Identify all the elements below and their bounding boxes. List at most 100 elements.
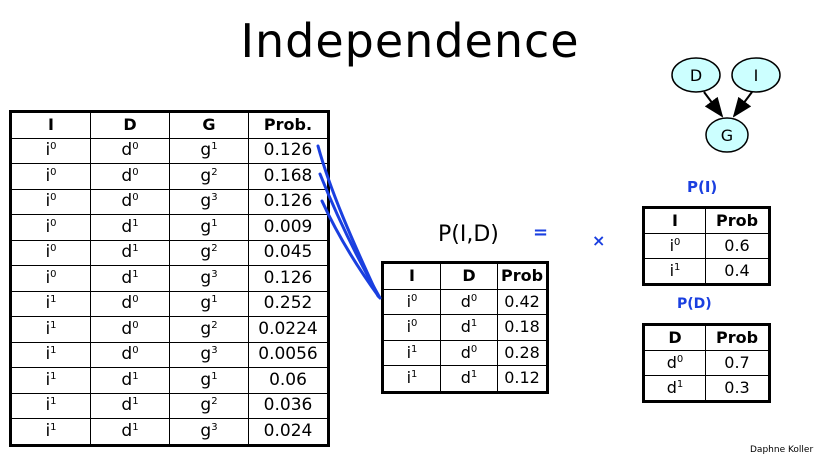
table-row: i0 d1 g1 0.009 <box>10 214 329 241</box>
cell-g: g3 <box>169 341 249 368</box>
cell-i-superscript: 1 <box>50 370 57 382</box>
cell-g-text: g <box>200 344 212 365</box>
cell-prob-text: 0.0224 <box>258 318 318 339</box>
cell-i-superscript: 1 <box>411 343 418 355</box>
header-d: D <box>440 262 498 290</box>
cell-g-superscript: 1 <box>211 141 218 153</box>
cell-g-superscript: 2 <box>211 396 218 408</box>
cell-prob: 0.126 <box>248 188 329 215</box>
cell-g-text: g <box>200 293 212 314</box>
cell-g-text: g <box>200 369 212 390</box>
cell-g-superscript: 3 <box>211 192 218 204</box>
cell-i-text: i <box>45 216 51 237</box>
edge-i-g <box>732 91 753 118</box>
cell-prob: 0.28 <box>497 339 548 366</box>
cell-d-superscript: 1 <box>132 243 139 255</box>
cell-prob: 0.42 <box>497 288 548 315</box>
cell-g: g2 <box>169 392 249 419</box>
node-i <box>731 57 781 93</box>
slide-title: Independence <box>240 14 580 68</box>
cell-i-text: i <box>45 395 51 416</box>
cell-prob-text: 0.42 <box>504 291 540 311</box>
header-prob: Prob <box>705 324 770 351</box>
node-g-label: G <box>721 126 733 145</box>
cell-d-superscript: 0 <box>132 345 139 357</box>
cell-value-text: i <box>669 236 675 255</box>
pd-table-body: d0 0.7 d1 0.3 <box>643 350 770 402</box>
cell-prob: 0.168 <box>248 163 329 190</box>
table-row: i1 d1 g3 0.024 <box>10 418 329 446</box>
pen-stroke <box>320 199 381 299</box>
cell-d-text: d <box>460 342 471 362</box>
marginal-table-body: i0 d0 0.42 i0 d1 0.18 i1 d0 0.28 i1 d1 0.12 <box>382 288 548 393</box>
cell-prob: 0.7 <box>705 350 770 376</box>
joint-distribution-table: I D G Prob. i0 d0 g1 0.126 i0 d0 g2 0.168 i0 d0 g3… <box>9 110 330 447</box>
cell-g-superscript: 1 <box>211 294 218 306</box>
pd-table: D Prob d0 0.7 d1 0.3 <box>642 323 771 403</box>
cell-i-superscript: 0 <box>411 318 418 330</box>
cell-d-text: d <box>121 191 133 212</box>
pen-stroke <box>318 172 382 300</box>
node-d <box>671 57 721 93</box>
cell-prob-text: 0.168 <box>263 165 313 186</box>
table-row: i0 d1 0.18 <box>382 314 548 341</box>
cell-value-superscript: 1 <box>674 262 681 273</box>
cell-g-text: g <box>200 318 212 339</box>
table-row: i0 d0 g2 0.168 <box>10 163 329 190</box>
cell-prob: 0.06 <box>248 367 329 394</box>
cell-d: d1 <box>90 418 170 446</box>
cell-i-text: i <box>45 165 51 186</box>
cell-prob-text: 0.045 <box>263 242 313 263</box>
cell-prob-text: 0.009 <box>263 216 313 237</box>
handwritten-times: × <box>592 231 606 250</box>
cell-prob: 0.0224 <box>248 316 329 343</box>
header-prob: Prob <box>497 262 548 290</box>
cell-d: d0 <box>90 137 170 164</box>
cell-prob-text: 0.126 <box>263 267 313 288</box>
table-row: i0 d0 g3 0.126 <box>10 188 329 215</box>
cell-prob: 0.3 <box>705 375 770 402</box>
cell-d-superscript: 0 <box>470 292 478 304</box>
table-row: i1 d0 g3 0.0056 <box>10 341 329 368</box>
node-i-label: I <box>754 66 759 85</box>
marginal-label: P(I,D) <box>438 222 499 247</box>
handwritten-label-pi: P(I) <box>687 178 718 196</box>
cell-d: d1 <box>440 314 498 341</box>
cell-value-text: d <box>666 353 677 372</box>
cell-i-superscript: 0 <box>50 217 57 229</box>
cell-i-superscript: 1 <box>50 396 57 408</box>
cell-i-text: i <box>45 420 51 441</box>
cell-g-text: g <box>200 420 212 441</box>
cell-d-superscript: 0 <box>132 166 139 178</box>
cell-prob: 0.0056 <box>248 341 329 368</box>
cell-d-text: d <box>121 216 133 237</box>
cell-d-text: d <box>121 318 133 339</box>
cell-d-superscript: 1 <box>470 318 478 330</box>
cell-prob-text: 0.3 <box>724 378 750 397</box>
cell-prob: 0.12 <box>497 365 548 393</box>
cell-d: d1 <box>440 365 498 393</box>
cell-prob: 0.18 <box>497 314 548 341</box>
cell-i-superscript: 0 <box>50 166 57 178</box>
cell-g-text: g <box>200 140 212 161</box>
cell-value: i0 <box>643 233 706 259</box>
cell-value-text: d <box>666 378 677 397</box>
header-i: I <box>10 111 91 139</box>
cell-d-text: d <box>121 395 133 416</box>
pen-strokes <box>316 144 382 300</box>
cell-i: i1 <box>10 418 91 446</box>
cell-prob-text: 0.252 <box>263 293 313 314</box>
cell-value-superscript: 1 <box>676 379 684 390</box>
cell-i-superscript: 1 <box>50 421 57 433</box>
cell-d-text: d <box>121 420 133 441</box>
edge-d-g <box>703 91 724 118</box>
cell-g-text: g <box>200 165 212 186</box>
cell-prob-text: 0.036 <box>263 395 313 416</box>
cell-prob-text: 0.4 <box>724 261 750 280</box>
cell-g-superscript: 1 <box>211 217 218 229</box>
cell-d-text: d <box>460 368 471 388</box>
cell-d-superscript: 0 <box>470 343 478 355</box>
cell-g-superscript: 3 <box>211 345 218 357</box>
cell-d-superscript: 1 <box>132 396 139 408</box>
